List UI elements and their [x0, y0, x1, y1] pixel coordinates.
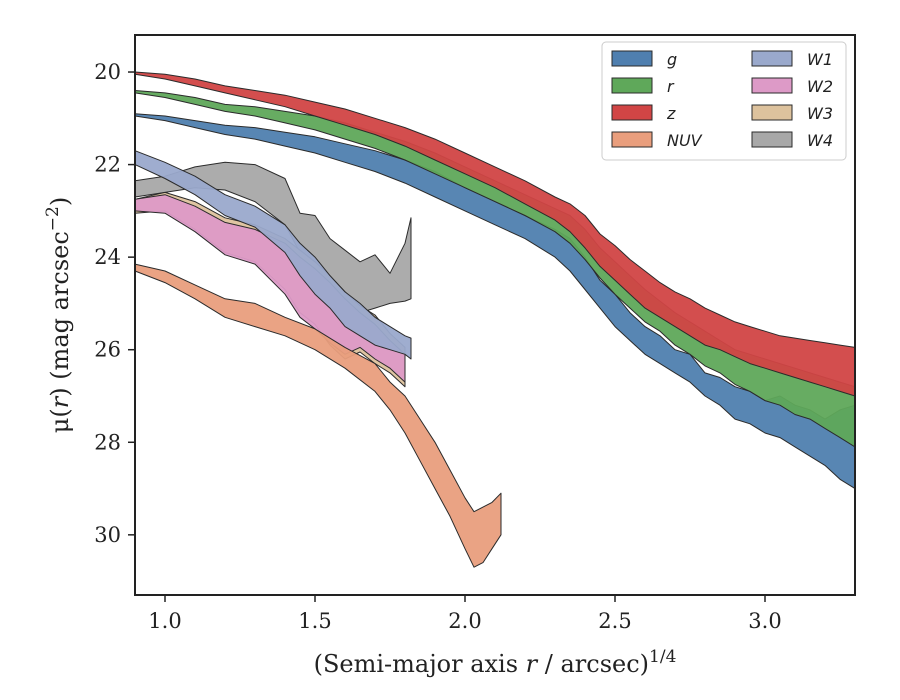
legend-label-w2: W2 — [807, 77, 833, 96]
x-tick-label: 2.0 — [448, 609, 481, 633]
legend: grz NUV W1 W2 W3 W4 — [601, 41, 847, 161]
x-tick-label: 1.0 — [148, 609, 181, 633]
legend-label-nuv: NUV — [667, 131, 703, 150]
legend-box — [601, 41, 847, 161]
legend-swatch-g — [611, 50, 653, 67]
y-tick-label: 26 — [94, 338, 121, 362]
series-band-w1 — [134, 150, 412, 360]
legend-swatch-w4 — [751, 131, 793, 148]
series-band-nuv — [134, 263, 502, 568]
y-tick-label: 20 — [94, 60, 121, 84]
legend-swatch-w3 — [751, 104, 793, 121]
y-tick-label: 22 — [94, 153, 121, 177]
legend-label-w4: W4 — [807, 131, 833, 150]
series-band-w4 — [134, 161, 412, 318]
x-tick-label: 2.5 — [598, 609, 631, 633]
y-tick-label: 30 — [94, 523, 121, 547]
y-tick-label: 28 — [94, 430, 121, 454]
x-axis-label: (Semi-major axis r / arcsec)1/4 — [314, 647, 677, 678]
legend-swatch-z — [611, 104, 653, 121]
legend-label-z: z — [666, 104, 676, 123]
legend-swatch-w2 — [751, 77, 793, 94]
plot-frame — [134, 34, 856, 596]
x-tick-label: 1.5 — [298, 609, 331, 633]
legend-swatch-nuv — [611, 131, 653, 148]
y-axis-label: μ(r) (mag arcsec−2) — [43, 197, 74, 434]
x-tick-label: 3.0 — [748, 609, 781, 633]
legend-label-w1: W1 — [807, 50, 833, 69]
legend-swatch-w1 — [751, 50, 793, 67]
y-tick-label: 24 — [94, 245, 121, 269]
legend-swatch-r — [611, 77, 653, 94]
legend-label-g: g — [667, 50, 677, 69]
legend-label-r: r — [667, 77, 675, 96]
ticks-layer: 1.0 1.5 2.0 2.5 3.0 20 22 24 26 28 30 — [94, 60, 781, 633]
legend-label-w3: W3 — [807, 104, 833, 123]
